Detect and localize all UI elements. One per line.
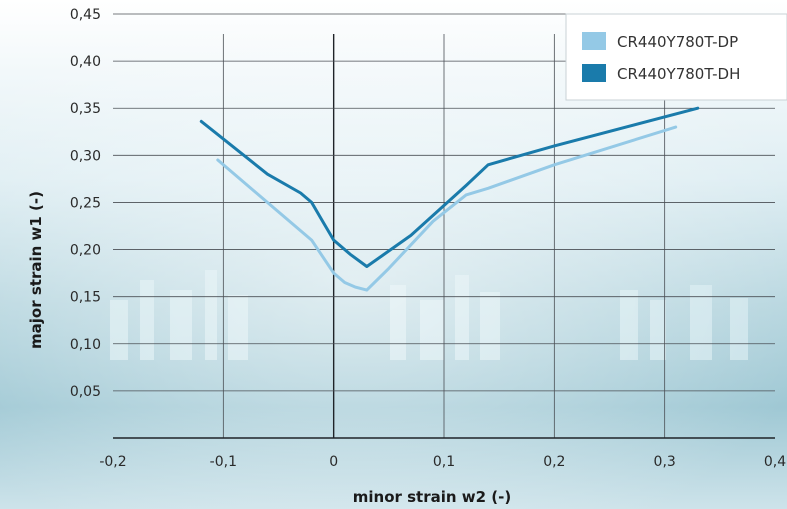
y-tick-label: 0,10 [70,337,101,353]
x-tick-label: 0,4 [764,454,786,470]
x-tick-label: 0,2 [543,454,565,470]
tick-labels: -0,2 -0,1 0 0,1 0,2 0,3 0,4 0,05 0,10 0,15 0,20 0,2… [70,7,786,470]
y-tick-label: 0,35 [70,101,101,117]
x-tick-label: -0,1 [210,454,237,470]
grid [113,13,775,439]
series-line-dh [199,106,700,268]
x-tick-label: 0,3 [654,454,676,470]
series-line-dp [216,125,678,292]
legend-label-dp: CR440Y780T-DP [617,33,738,51]
legend-label-dh: CR440Y780T-DH [617,65,740,83]
legend-swatch-dp [582,32,606,50]
y-tick-label: 0,40 [70,54,101,70]
y-tick-label: 0,25 [70,195,101,211]
legend: CR440Y780T-DP CR440Y780T-DH [565,13,787,101]
y-tick-label: 0,05 [70,384,101,400]
legend-swatch-dh [582,64,606,82]
y-tick-label: 0,30 [70,148,101,164]
y-tick-label: 0,45 [70,7,101,23]
x-tick-label: -0,2 [99,454,126,470]
y-tick-label: 0,15 [70,290,101,306]
y-tick-label: 0,20 [70,243,101,259]
x-tick-label: 0,1 [433,454,455,470]
x-axis-title: minor strain w2 (-) [353,488,512,506]
y-axis-title: major strain w1 (-) [27,191,45,349]
series-lines [199,106,700,292]
x-tick-label: 0 [329,454,338,470]
